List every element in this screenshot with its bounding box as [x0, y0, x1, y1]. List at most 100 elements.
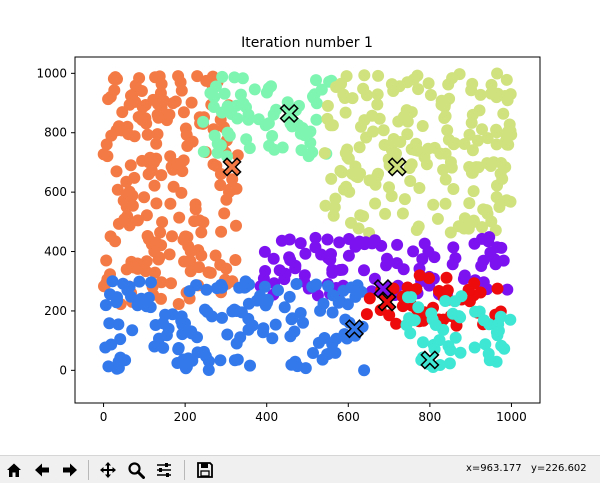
- data-point: [233, 281, 246, 294]
- data-point: [202, 266, 215, 279]
- data-point: [141, 230, 154, 242]
- data-point: [206, 70, 219, 83]
- data-point: [345, 216, 357, 229]
- centroids-layer: [222, 103, 440, 370]
- data-point: [102, 360, 115, 373]
- y-tick-label: 800: [44, 126, 67, 140]
- data-point: [148, 179, 161, 192]
- data-point: [494, 310, 507, 323]
- data-point: [336, 166, 348, 179]
- data-point: [336, 263, 349, 276]
- data-point: [416, 253, 429, 266]
- zoom-button[interactable]: [125, 459, 147, 481]
- data-point: [418, 237, 431, 250]
- arrow-right-icon: [63, 463, 77, 477]
- data-point: [214, 354, 227, 367]
- data-point: [505, 128, 518, 141]
- pan-button[interactable]: [97, 459, 119, 481]
- data-point: [216, 311, 228, 324]
- data-point: [404, 175, 417, 187]
- data-point: [308, 88, 321, 101]
- data-point: [162, 322, 175, 335]
- data-point: [439, 295, 452, 307]
- y-tick-label: 1000: [36, 66, 67, 80]
- data-point: [111, 73, 123, 85]
- data-point: [220, 193, 233, 206]
- data-point: [199, 350, 212, 363]
- data-point: [485, 78, 498, 91]
- data-point: [349, 290, 362, 303]
- data-point: [197, 145, 210, 158]
- data-point: [106, 275, 119, 288]
- x-tick-label: 0: [100, 410, 108, 424]
- data-point: [177, 233, 190, 246]
- data-point: [221, 150, 233, 163]
- data-point: [413, 182, 426, 194]
- data-point: [447, 241, 460, 254]
- data-point: [275, 234, 288, 247]
- points-layer: [97, 67, 518, 377]
- data-point: [446, 72, 459, 85]
- data-point: [439, 147, 452, 160]
- data-point: [228, 354, 241, 367]
- data-point: [309, 241, 322, 254]
- data-point: [136, 101, 149, 114]
- data-point: [377, 124, 390, 137]
- data-point: [102, 93, 115, 106]
- configure-subplots-button[interactable]: [153, 459, 175, 481]
- data-point: [111, 183, 124, 196]
- data-point: [390, 257, 403, 270]
- data-point: [341, 298, 354, 311]
- data-point: [417, 336, 429, 349]
- data-point: [164, 197, 177, 210]
- y-axis: 0 200 400 600 800 1000: [36, 66, 75, 377]
- data-point: [329, 192, 342, 205]
- data-point: [211, 146, 224, 159]
- data-point: [428, 141, 441, 154]
- data-point: [215, 278, 228, 291]
- forward-button[interactable]: [59, 459, 81, 481]
- data-point: [438, 112, 451, 124]
- data-point: [490, 326, 503, 339]
- data-point: [112, 318, 125, 331]
- data-point: [363, 174, 376, 187]
- data-point: [126, 324, 139, 337]
- data-point: [463, 128, 476, 141]
- data-point: [155, 169, 168, 182]
- data-point: [489, 258, 502, 271]
- data-point: [169, 95, 182, 108]
- data-point: [100, 138, 113, 151]
- data-point: [337, 284, 350, 297]
- data-point: [167, 180, 180, 193]
- data-point: [202, 364, 215, 376]
- data-point: [476, 123, 488, 136]
- data-point: [276, 141, 289, 154]
- data-point: [307, 347, 319, 359]
- data-point: [244, 359, 256, 372]
- data-point: [186, 135, 199, 148]
- data-point: [306, 146, 319, 159]
- home-button[interactable]: [3, 459, 25, 481]
- scatter-plot[interactable]: Iteration number 1 0 200 400 600 800 1000 0 20…: [0, 0, 600, 455]
- data-point: [466, 144, 479, 157]
- data-point: [257, 326, 269, 339]
- back-button[interactable]: [31, 459, 53, 481]
- data-point: [363, 292, 376, 305]
- data-point: [114, 351, 127, 364]
- data-point: [321, 233, 334, 246]
- data-point: [259, 119, 272, 132]
- data-point: [184, 245, 197, 258]
- data-point: [288, 325, 301, 338]
- data-point: [405, 291, 418, 304]
- data-point: [446, 307, 459, 320]
- data-point: [322, 280, 335, 293]
- data-point: [155, 292, 167, 305]
- data-point: [401, 128, 414, 141]
- data-point: [154, 226, 167, 239]
- save-button[interactable]: [194, 459, 216, 481]
- data-point: [433, 334, 446, 347]
- data-point: [207, 101, 220, 113]
- figure-canvas[interactable]: Iteration number 1 0 200 400 600 800 1000 0 20…: [0, 0, 600, 455]
- data-point: [378, 139, 391, 151]
- data-point: [418, 151, 431, 164]
